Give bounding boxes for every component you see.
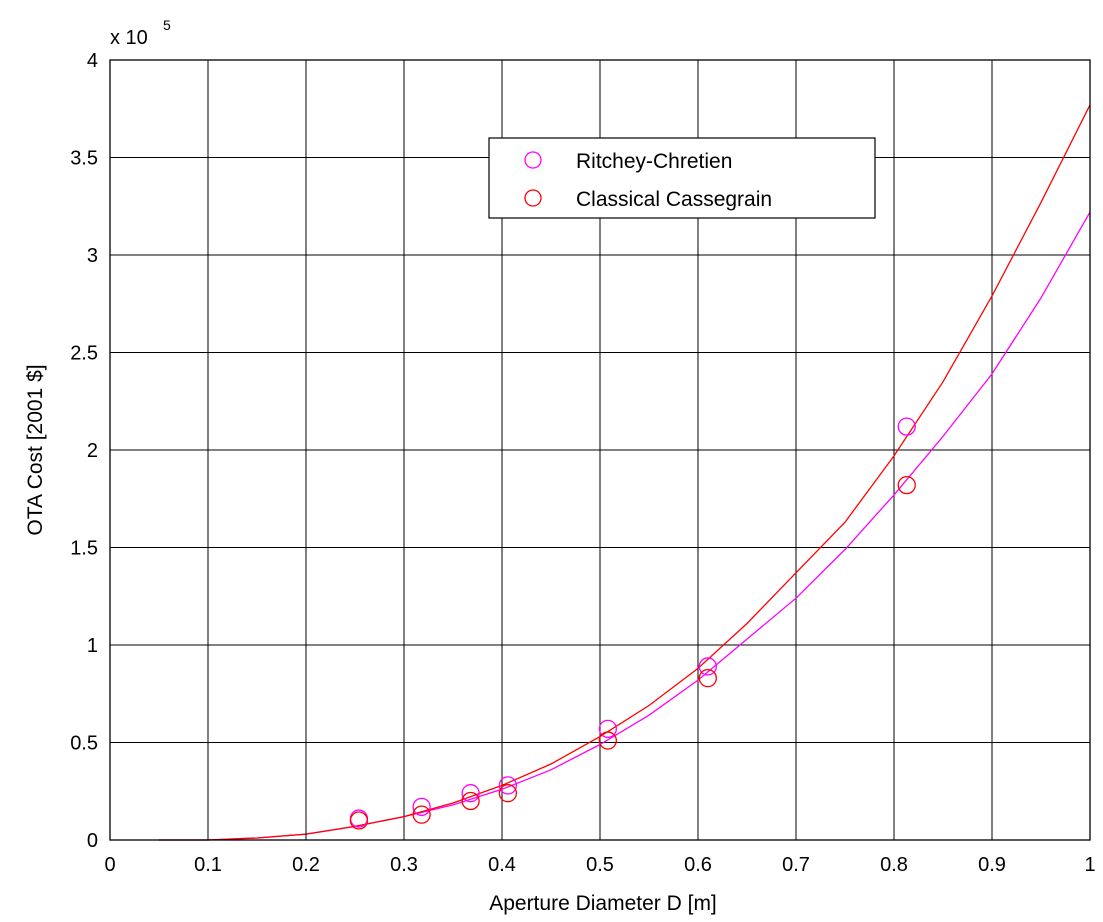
y-axis-ticks: 0 0.5 1 1.5 2 2.5 3 3.5 4 bbox=[70, 50, 118, 852]
fit-curve-classical-cassegrain bbox=[159, 104, 1091, 841]
y-tick-label: 0 bbox=[87, 830, 98, 852]
x-tick-label: 0.3 bbox=[390, 854, 418, 876]
x-tick-label: 0.1 bbox=[194, 854, 222, 876]
data-point-ritchey-chretien bbox=[412, 797, 431, 816]
legend-box bbox=[488, 137, 876, 219]
data-point-ritchey-chretien bbox=[461, 784, 480, 803]
y-tick-label: 3 bbox=[87, 245, 98, 267]
legend-label-ritchey-chretien: Ritchey-Chretien bbox=[576, 150, 732, 173]
legend-marker-ritchey-chretien bbox=[524, 151, 542, 169]
x-tick-label: 0 bbox=[104, 854, 115, 876]
y-axis-multiplier: x 10 5 bbox=[110, 17, 171, 49]
data-point-ritchey-chretien bbox=[698, 657, 717, 676]
x-axis-ticks: 0 0.1 0.2 0.3 0.4 0.5 0.6 0.7 0.8 0.9 1 bbox=[104, 832, 1096, 876]
x-tick-label: 0.6 bbox=[684, 854, 712, 876]
data-point-classical-cassegrain bbox=[897, 475, 916, 495]
data-point-ritchey-chretien bbox=[897, 417, 916, 436]
y-tick-label: 3.5 bbox=[70, 148, 98, 170]
x-tick-label: 0.8 bbox=[880, 854, 908, 876]
x-axis-label: Aperture Diameter D [m] bbox=[489, 892, 717, 915]
data-point-classical-cassegrain bbox=[461, 791, 480, 811]
y-tick-label: 1 bbox=[87, 635, 98, 657]
legend-label-classical-cassegrain: Classical Cassegrain bbox=[576, 188, 772, 211]
legend: Ritchey-Chretien Classical Cassegrain bbox=[488, 137, 876, 219]
x-tick-label: 0.2 bbox=[292, 854, 320, 876]
y-tick-label: 0.5 bbox=[70, 733, 98, 755]
y-tick-label: 1.5 bbox=[70, 538, 98, 560]
fit-curves bbox=[159, 104, 1091, 841]
x-tick-label: 0.5 bbox=[586, 854, 614, 876]
data-point-classical-cassegrain bbox=[349, 811, 369, 830]
data-markers bbox=[349, 417, 916, 830]
y-tick-label: 2.5 bbox=[70, 343, 98, 365]
data-point-classical-cassegrain bbox=[498, 784, 518, 803]
y-tick-label: 4 bbox=[87, 50, 98, 72]
x-tick-label: 0.9 bbox=[978, 854, 1006, 876]
data-point-ritchey-chretien bbox=[498, 776, 518, 795]
y-multiplier-exponent: 5 bbox=[163, 17, 171, 33]
x-tick-label: 0.4 bbox=[488, 854, 516, 876]
data-point-classical-cassegrain bbox=[598, 731, 617, 750]
y-tick-label: 2 bbox=[87, 440, 98, 462]
y-multiplier-text: x 10 bbox=[110, 27, 148, 49]
y-axis-label: OTA Cost [2001 $] bbox=[24, 364, 47, 535]
x-tick-label: 0.7 bbox=[782, 854, 810, 876]
data-point-classical-cassegrain bbox=[412, 805, 431, 824]
x-tick-label: 1 bbox=[1084, 854, 1095, 876]
data-point-classical-cassegrain bbox=[698, 669, 717, 688]
data-point-ritchey-chretien bbox=[598, 719, 617, 738]
legend-marker-classical-cassegrain bbox=[524, 189, 542, 207]
